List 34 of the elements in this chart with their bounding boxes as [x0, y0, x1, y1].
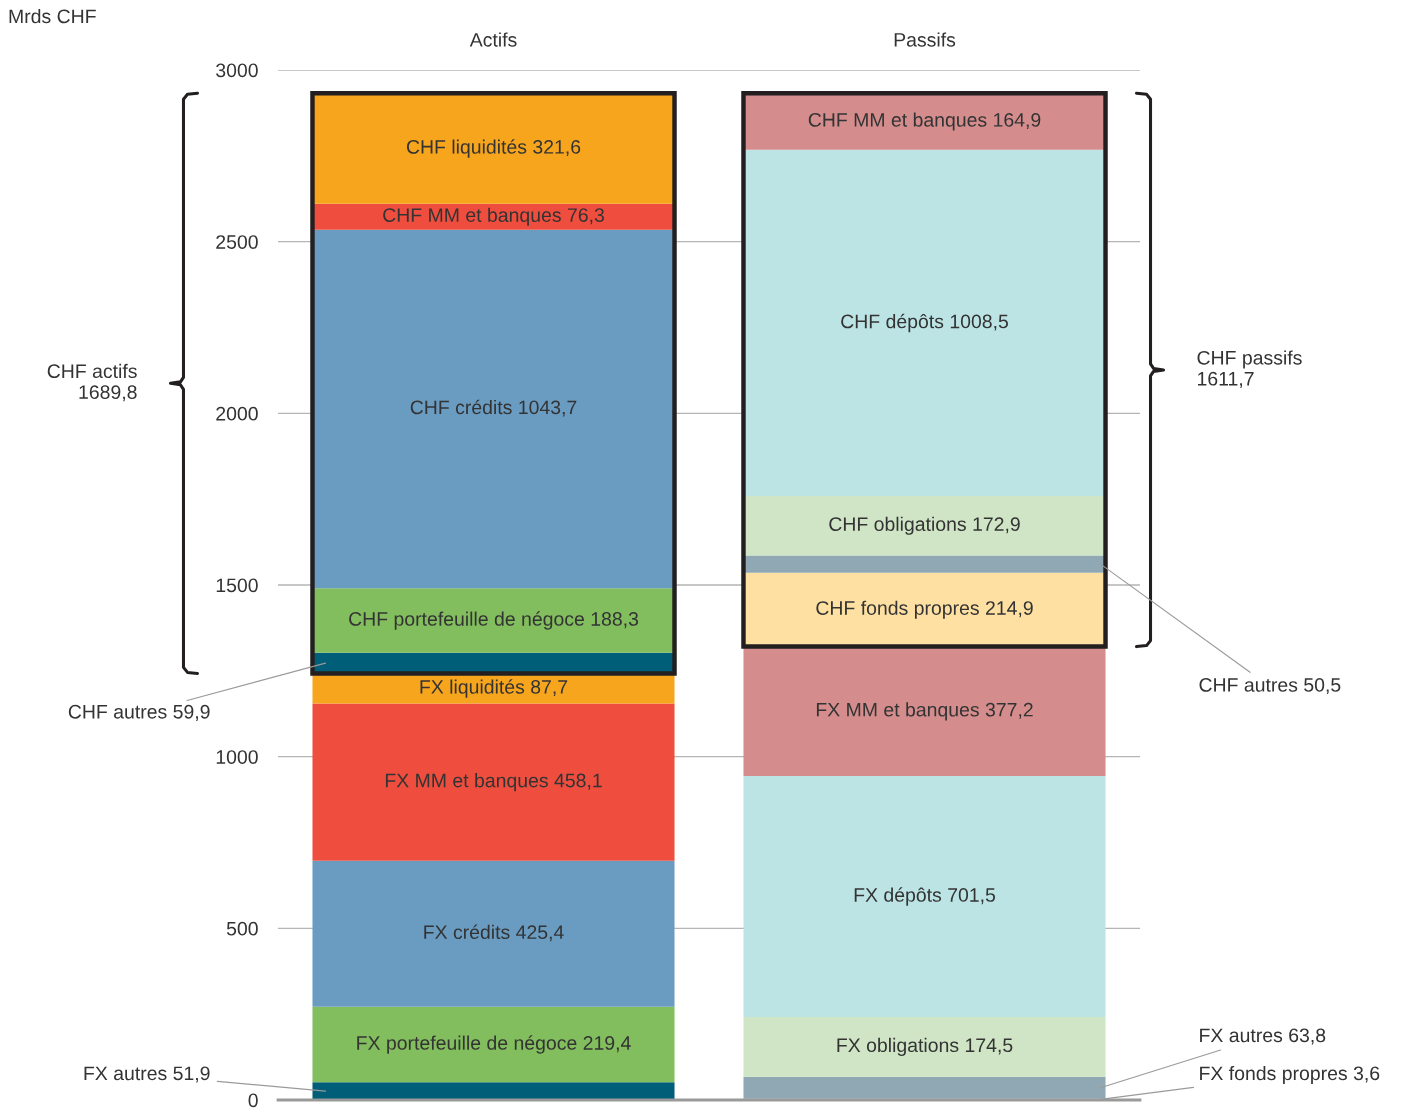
y-tick-label: 2500 [216, 235, 258, 249]
data-label: FX liquidités 87,7 [420, 679, 568, 698]
data-label: FX fonds propres 3,6 [1200, 1065, 1380, 1085]
data-label: FX crédits 425,4 [424, 924, 564, 942]
data-label: FX autres 51,9 [84, 1066, 210, 1083]
data-label: FX MM et banques 377,2 [816, 702, 1033, 721]
data-label: CHF portefeuille de négoce 188,3 [349, 611, 639, 630]
data-label: FX autres 63,8 [1200, 1028, 1326, 1045]
data-label: CHF MM et banques 164,9 [808, 112, 1041, 131]
data-label: FX dépôts 701,5 [854, 887, 996, 906]
y-tick-label: 3000 [216, 63, 258, 78]
y-tick-label: 500 [226, 921, 258, 936]
bar [743, 572, 1106, 647]
x-tick-label: Passifs [894, 32, 956, 47]
text: Mrds CHF [9, 8, 96, 24]
data-label: CHF liquidités 321,6 [406, 139, 581, 158]
data-label: FX portefeuille de négoce 219,4 [357, 1035, 631, 1054]
data-label: CHF fonds propres 214,9 [816, 600, 1033, 619]
data-label: FX MM et banques 458,1 [385, 773, 602, 792]
y-tick-label: 0 [248, 1093, 258, 1108]
y-tick-label: 1500 [216, 578, 258, 593]
data-label: FX obligations 174,5 [837, 1037, 1013, 1056]
data-label: CHF MM et banques 76,3 [383, 207, 604, 226]
text: CHF passifs 1611,7 [1197, 350, 1302, 388]
data-label: CHF autres 50,5 [1199, 678, 1341, 695]
text: CHF actifs 1689,8 [47, 363, 137, 402]
data-label: CHF obligations 172,9 [829, 516, 1020, 535]
data-label: CHF crédits 1043,7 [410, 399, 577, 417]
data-label: CHF dépôts 1008,5 [841, 313, 1008, 333]
x-tick-label: Actifs [469, 32, 517, 47]
y-tick-label: 1000 [216, 750, 258, 764]
y-tick-label: 2000 [216, 406, 258, 421]
bar [312, 1082, 675, 1100]
data-label: CHF autres 59,9 [68, 704, 210, 721]
